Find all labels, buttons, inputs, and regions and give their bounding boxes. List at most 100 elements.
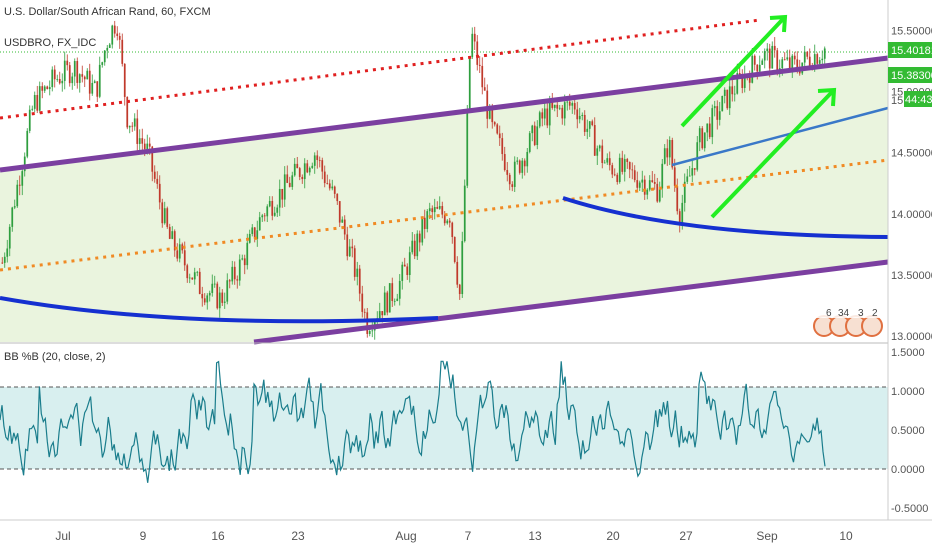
candle-body <box>593 125 596 156</box>
candle-body <box>213 283 216 285</box>
candle-body <box>336 193 339 202</box>
candle-body <box>598 145 601 149</box>
channel-fill <box>0 58 888 342</box>
candle-body <box>176 250 179 259</box>
svg-text:6: 6 <box>826 308 832 319</box>
candle-body <box>363 311 366 313</box>
candle-body <box>28 109 31 131</box>
candle-body <box>816 54 819 64</box>
candle-body <box>161 202 164 224</box>
candle-body <box>596 148 599 156</box>
candle-body <box>513 161 516 187</box>
candle-body <box>773 45 776 51</box>
candle-body <box>766 48 769 52</box>
support-curve-right <box>562 196 889 239</box>
candle-body <box>6 248 9 257</box>
candle-body <box>771 45 774 69</box>
candle-body <box>821 58 824 61</box>
candle-body <box>731 86 734 95</box>
candle-body <box>86 70 89 80</box>
candle-body <box>358 268 361 294</box>
candle-body <box>26 130 29 157</box>
candle-body <box>501 138 504 155</box>
candle-body <box>368 331 371 334</box>
candle-body <box>516 160 519 162</box>
candle-body <box>98 64 101 97</box>
candle-body <box>436 207 439 209</box>
candle-body <box>643 179 646 195</box>
candle-body <box>123 63 126 97</box>
candle-body <box>748 76 751 83</box>
candle-body <box>726 89 729 109</box>
candle-body <box>286 174 289 183</box>
candle-body <box>273 212 276 216</box>
candle-body <box>41 86 44 91</box>
candle-body <box>291 175 294 187</box>
candle-body <box>781 59 784 69</box>
candle-body <box>171 231 174 239</box>
candle-body <box>473 33 476 42</box>
candle-body <box>231 266 234 282</box>
candle-body <box>558 107 561 109</box>
candle-body <box>248 233 251 243</box>
candle-body <box>546 108 549 126</box>
candle-body <box>148 143 151 147</box>
candle-body <box>671 140 674 168</box>
candle-body <box>663 148 666 164</box>
candle-body <box>536 126 539 146</box>
candle-body <box>361 293 364 312</box>
candle-body <box>568 101 571 106</box>
candle-body <box>638 182 641 188</box>
candle-body <box>518 160 521 173</box>
candle-body <box>351 246 354 249</box>
candle-body <box>108 44 111 48</box>
countdown-prefix: 15. <box>891 95 906 107</box>
candle-body <box>678 211 681 225</box>
candle-body <box>783 59 786 61</box>
candle-body <box>736 73 739 94</box>
candle-body <box>756 64 759 72</box>
candle-body <box>263 215 266 217</box>
candles-group <box>1 20 826 340</box>
candle-body <box>433 207 436 213</box>
osc-tick-label: -0.5000 <box>891 503 928 515</box>
candle-body <box>623 159 626 172</box>
osc-tick-label: 0.0000 <box>891 464 925 476</box>
candle-body <box>321 160 324 172</box>
candle-body <box>46 86 49 90</box>
candle-body <box>741 74 744 88</box>
candle-body <box>328 183 331 189</box>
candle-body <box>406 266 409 275</box>
time-tick-label: Aug <box>395 529 416 543</box>
candle-body <box>391 283 394 301</box>
time-tick-label: 9 <box>140 529 147 543</box>
candle-body <box>823 48 826 59</box>
candle-body <box>613 174 616 176</box>
candle-body <box>193 272 196 280</box>
candle-body <box>103 50 106 63</box>
candle-body <box>63 60 66 81</box>
candle-body <box>113 25 116 34</box>
candle-body <box>53 69 56 80</box>
candle-body <box>661 163 664 189</box>
osc-tick-label: 0.5000 <box>891 425 925 437</box>
candle-body <box>626 159 629 162</box>
candle-body <box>581 114 584 116</box>
candle-body <box>206 295 209 303</box>
candle-body <box>51 69 54 88</box>
candle-body <box>478 64 481 66</box>
candle-body <box>198 271 201 294</box>
candle-body <box>701 128 704 149</box>
candle-body <box>186 265 189 279</box>
candle-body <box>68 65 71 84</box>
event-flags-icon[interactable]: 6 34 3 2 <box>812 306 883 337</box>
candle-body <box>786 57 789 60</box>
candle-body <box>266 206 269 217</box>
countdown-tag: 15. 44:43 <box>891 91 932 107</box>
candle-body <box>36 95 39 111</box>
candle-body <box>146 143 149 150</box>
candle-body <box>393 300 396 302</box>
